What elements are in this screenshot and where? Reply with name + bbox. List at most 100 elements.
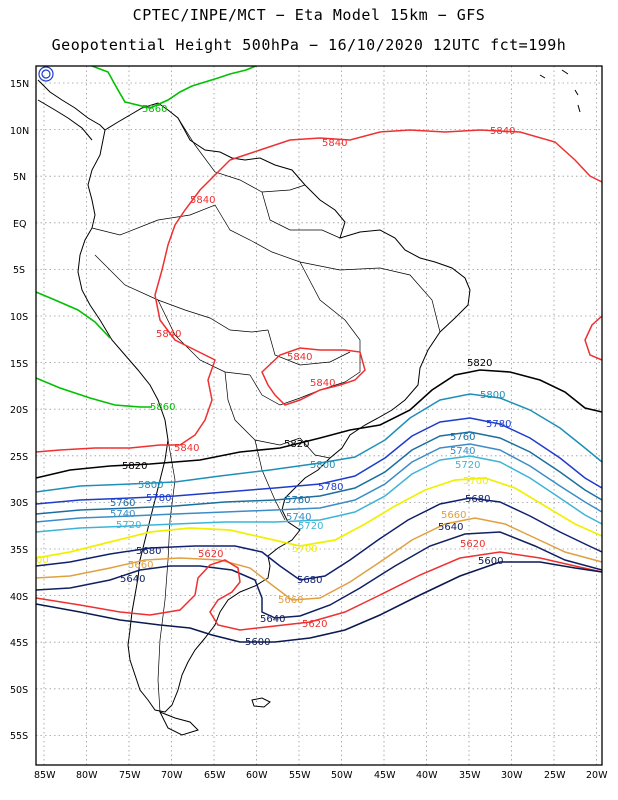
- contour-label: 5620: [460, 539, 485, 550]
- contour-label: 5780: [486, 419, 511, 430]
- lat-label: 25S: [10, 452, 28, 463]
- tierra-del-fuego: [158, 711, 199, 736]
- contour-5840-east: [584, 315, 603, 361]
- contour-label: 5840: [310, 378, 335, 389]
- contour-label: 5660: [441, 510, 466, 521]
- contour-label: 5760: [285, 495, 310, 506]
- falkland-islands: [251, 697, 271, 708]
- lon-label: 50W: [331, 770, 353, 781]
- contour-label: 5860: [142, 104, 167, 115]
- contour-5660: [35, 517, 603, 601]
- lon-label: 75W: [119, 770, 141, 781]
- contour-label: 5840: [490, 126, 515, 137]
- contour-label: 5660: [278, 595, 303, 606]
- contour-label: 5860: [150, 402, 175, 413]
- contour-5860-north: [91, 65, 257, 109]
- contour-label: 5600: [478, 556, 503, 567]
- contour-label: 00: [36, 555, 49, 566]
- contour-label: 5620: [302, 619, 327, 630]
- contour-label: 5620: [198, 549, 223, 560]
- lat-label: 50S: [10, 685, 28, 696]
- lat-label: 15S: [10, 359, 28, 370]
- contour-label: 5800: [138, 480, 163, 491]
- contour-label: 5800: [480, 390, 505, 401]
- map-title-line2: Geopotential Height 500hPa − 16/10/2020 …: [51, 36, 567, 54]
- lat-label: 15N: [10, 79, 29, 90]
- lat-label: 5S: [13, 265, 25, 276]
- lon-label: 65W: [204, 770, 226, 781]
- lon-label: 55W: [289, 770, 311, 781]
- contour-label: 5680: [297, 575, 322, 586]
- contour-label: 5640: [438, 522, 463, 533]
- contour-5820: [35, 369, 603, 479]
- lon-label: 40W: [416, 770, 438, 781]
- contour-label: 5680: [136, 546, 161, 557]
- contour-5840-closed: [261, 347, 366, 406]
- contour-label: 5780: [318, 482, 343, 493]
- contour-label: 5740: [450, 446, 475, 457]
- lat-label: 55S: [10, 731, 28, 742]
- contour-5840-north: [229, 129, 603, 183]
- lon-label: 45W: [374, 770, 396, 781]
- contour-label: 5780: [146, 493, 171, 504]
- map-frame: [35, 65, 603, 766]
- lat-label: 45S: [10, 638, 28, 649]
- contour-label: 5800: [310, 460, 335, 471]
- contour-5680: [35, 497, 603, 581]
- contour-5640: [35, 531, 603, 619]
- lat-label: 10N: [10, 126, 29, 137]
- contour-label: 5680: [465, 494, 490, 505]
- contour-5720: [35, 455, 603, 533]
- contour-label: 5840: [174, 443, 199, 454]
- contour-label: 5820: [284, 439, 309, 450]
- contour-label: 5840: [156, 329, 181, 340]
- contour-5840-andes: [35, 159, 231, 453]
- lat-label: 20S: [10, 405, 28, 416]
- contour-label: 5600: [245, 637, 270, 648]
- contour-label: 5840: [287, 352, 312, 363]
- latitude-labels: 15N 10N 5N EQ 5S 10S 15S 20S 25S 30S 35S…: [10, 79, 29, 742]
- contour-5620: [35, 551, 603, 631]
- contour-label: 5820: [122, 461, 147, 472]
- map-title-line1: CPTEC/INPE/MCT − Eta Model 15km − GFS: [132, 6, 486, 24]
- lat-label: 35S: [10, 545, 28, 556]
- lon-label: 20W: [586, 770, 608, 781]
- lon-label: 30W: [501, 770, 523, 781]
- contour-label: 5700: [292, 544, 317, 555]
- geopotential-contours: [35, 65, 603, 643]
- contour-label: 5660: [128, 560, 153, 571]
- contour-label: 5640: [260, 614, 285, 625]
- lat-label: 5N: [13, 172, 26, 183]
- contour-label: 5720: [116, 520, 141, 531]
- contour-label: 5840: [322, 138, 347, 149]
- caribbean-islands: [539, 69, 581, 113]
- contour-5700: [35, 477, 603, 559]
- lat-label: EQ: [13, 219, 26, 230]
- lon-label: 80W: [76, 770, 98, 781]
- lon-label: 60W: [246, 770, 268, 781]
- south-america-coast: [77, 102, 471, 713]
- contour-5800: [35, 393, 603, 493]
- contour-label: 5840: [190, 195, 215, 206]
- contour-labels: 5860 5860 5840 5840 5840 5840 5840 5840 …: [36, 104, 515, 648]
- contour-label: 5640: [120, 574, 145, 585]
- contour-label: 5820: [467, 358, 492, 369]
- contour-5740: [35, 443, 603, 523]
- contour-label: 5720: [298, 521, 323, 532]
- lon-label: 25W: [544, 770, 566, 781]
- lat-label: 30S: [10, 498, 28, 509]
- contour-5860-west: [35, 291, 152, 408]
- contour-label: 5760: [110, 498, 135, 509]
- central-america-coast: [37, 79, 106, 141]
- country-borders: [91, 117, 441, 713]
- contour-label: 5760: [450, 432, 475, 443]
- lon-label: 85W: [34, 770, 56, 781]
- longitude-labels: 85W 80W 75W 70W 65W 60W 55W 50W 45W 40W …: [34, 770, 608, 781]
- contour-label: 5720: [455, 460, 480, 471]
- contour-5760: [35, 431, 603, 515]
- contour-label: 5740: [286, 512, 311, 523]
- coastline-layer: [37, 66, 581, 736]
- contour-label: 5740: [110, 509, 135, 520]
- contour-label: 5700: [463, 476, 488, 487]
